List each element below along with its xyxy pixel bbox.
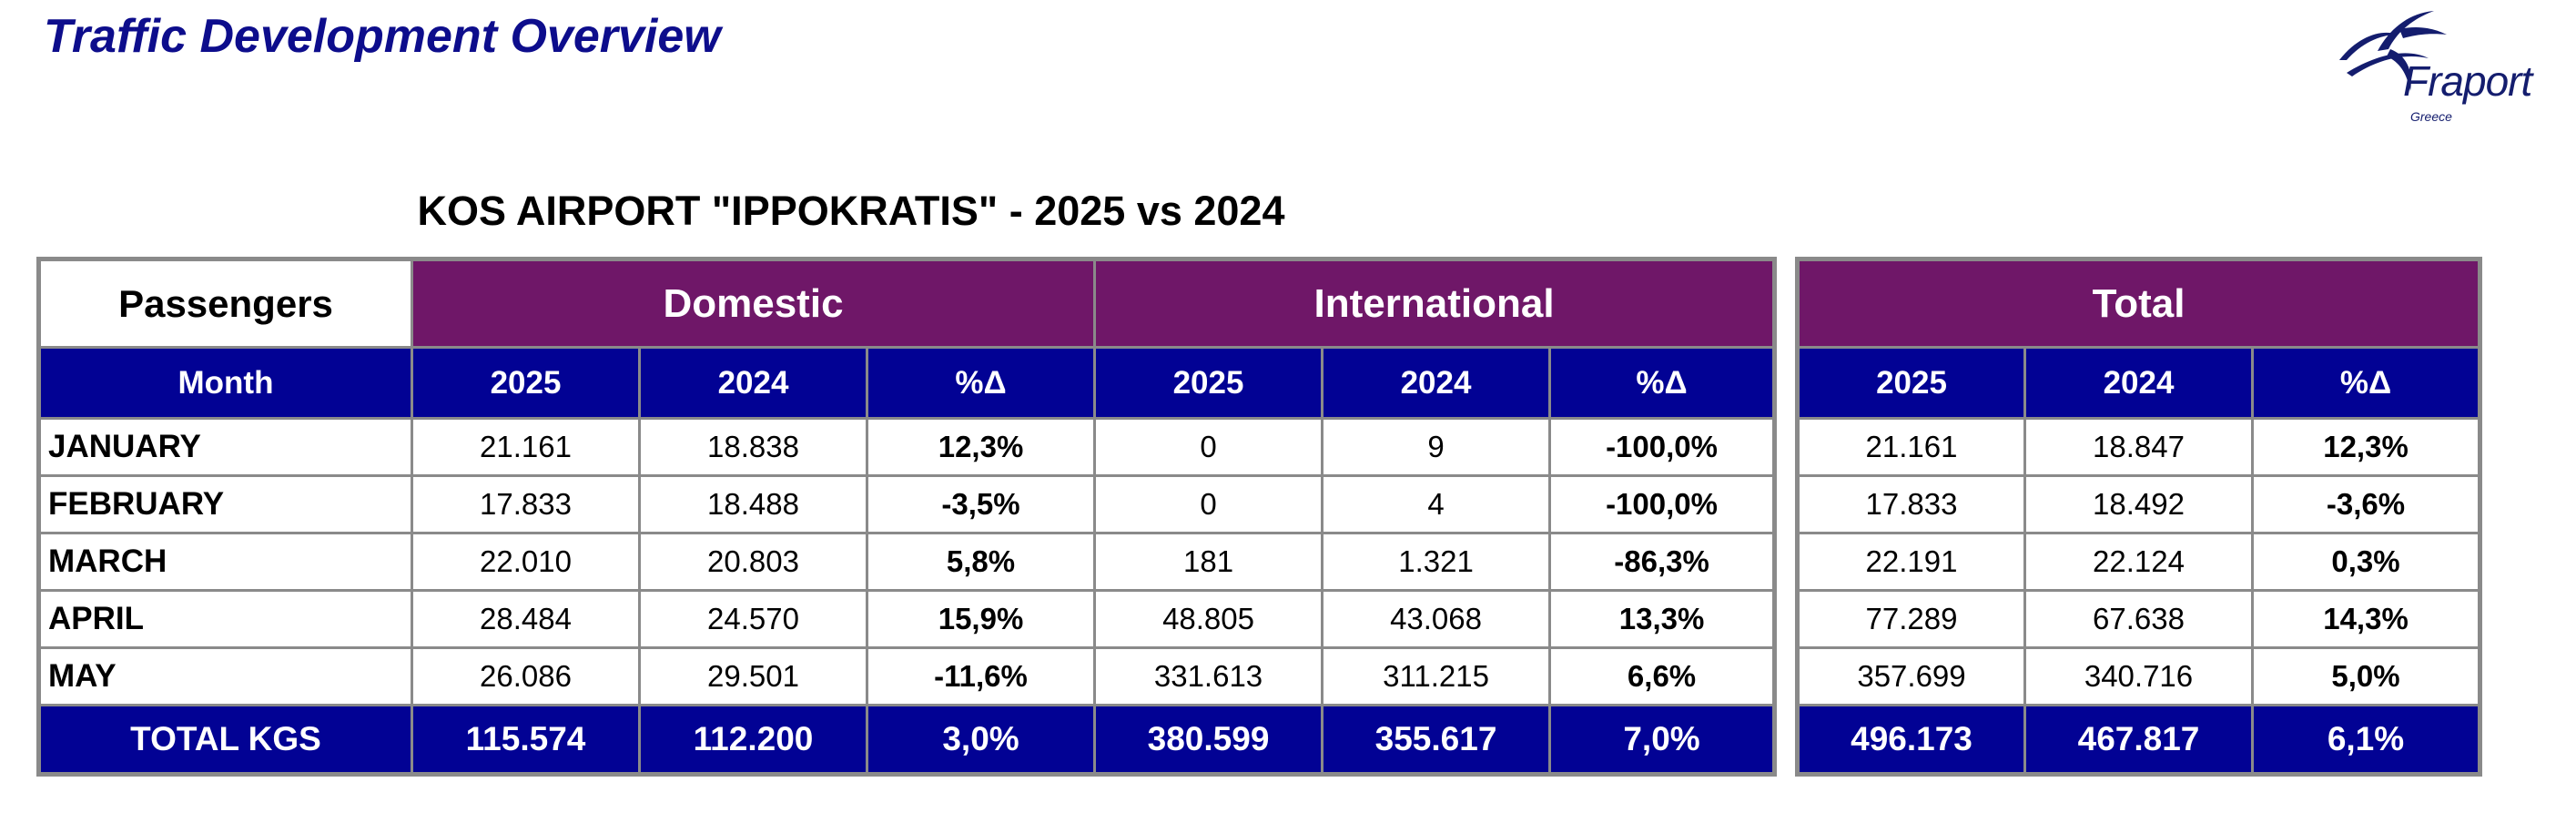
total-value-2024: 467.817 — [2023, 704, 2254, 776]
report-title: KOS AIRPORT "IPPOKRATIS" - 2025 vs 2024 — [417, 188, 1285, 234]
year-header-row: Month 2025 2024 %Δ 2025 2024 %Δ — [37, 346, 1777, 420]
value-2024: 18.838 — [638, 417, 868, 477]
value-2024: 43.068 — [1321, 589, 1552, 649]
page-heading: Traffic Development Overview — [44, 10, 721, 63]
value-2025: 21.161 — [411, 417, 641, 477]
value-2024: 340.716 — [2023, 646, 2254, 706]
pct-change: -3,5% — [865, 474, 1097, 534]
value-2025: 26.086 — [411, 646, 641, 706]
month-label: MARCH — [37, 532, 413, 592]
passengers-label: Passengers — [37, 258, 413, 349]
value-2024: 29.501 — [638, 646, 868, 706]
value-2025: 0 — [1093, 417, 1324, 477]
pct-change: -11,6% — [865, 646, 1097, 706]
pct-change: 5,8% — [865, 532, 1097, 592]
total-row: 496.173 467.817 6,1% — [1796, 704, 2482, 776]
value-2024: 18.492 — [2023, 474, 2254, 534]
value-2024: 18.847 — [2023, 417, 2254, 477]
pct-change: -100,0% — [1548, 417, 1777, 477]
total-value-2025: 380.599 — [1093, 704, 1324, 776]
value-2024: 4 — [1321, 474, 1552, 534]
group-header-row: Total — [1795, 258, 2482, 349]
logo-subtitle: Greece — [2410, 109, 2452, 124]
value-2025: 357.699 — [1796, 646, 2026, 706]
group-header-row: Passengers Domestic International — [37, 258, 1777, 349]
value-2024: 67.638 — [2023, 589, 2254, 649]
year-header: 2024 — [638, 346, 868, 420]
value-2024: 24.570 — [638, 589, 868, 649]
value-2024: 1.321 — [1321, 532, 1552, 592]
month-header: Month — [37, 346, 413, 420]
total-value-2025: 496.173 — [1796, 704, 2026, 776]
total-value-2025: 115.574 — [411, 704, 641, 776]
table-row: 22.191 22.124 0,3% — [1796, 532, 2482, 592]
pct-header: %Δ — [2250, 346, 2482, 420]
international-header: International — [1093, 258, 1777, 349]
total-pct-change: 3,0% — [865, 704, 1097, 776]
table-row: JANUARY 21.161 18.838 12,3% 0 9 -100,0% — [37, 417, 1777, 477]
value-2024: 22.124 — [2023, 532, 2254, 592]
total-value-2024: 355.617 — [1321, 704, 1552, 776]
year-header: 2024 — [2023, 346, 2254, 420]
value-2024: 311.215 — [1321, 646, 1552, 706]
total-table: Total 2025 2024 %Δ 21.161 18.847 12,3% 17.8… — [1795, 257, 2483, 777]
pct-change: 15,9% — [865, 589, 1097, 649]
table-row: APRIL 28.484 24.570 15,9% 48.805 43.068 13,3% — [37, 589, 1777, 649]
month-label: APRIL — [37, 589, 413, 649]
year-header: 2025 — [1796, 346, 2026, 420]
pct-change: 12,3% — [865, 417, 1097, 477]
month-label: MAY — [37, 646, 413, 706]
year-header-row: 2025 2024 %Δ — [1796, 346, 2482, 420]
year-header: 2025 — [1093, 346, 1324, 420]
fraport-swoosh-icon — [2339, 11, 2447, 91]
table-row: MARCH 22.010 20.803 5,8% 181 1.321 -86,3% — [37, 532, 1777, 592]
table-row: 21.161 18.847 12,3% — [1796, 417, 2482, 477]
pct-change: 14,3% — [2250, 589, 2482, 649]
table-row: 17.833 18.492 -3,6% — [1796, 474, 2482, 534]
value-2024: 9 — [1321, 417, 1552, 477]
value-2024: 18.488 — [638, 474, 868, 534]
logo-wordmark: Fraport — [2403, 57, 2532, 105]
pct-header: %Δ — [865, 346, 1097, 420]
total-label: TOTAL KGS — [37, 704, 413, 776]
value-2025: 181 — [1093, 532, 1324, 592]
pct-change: -86,3% — [1548, 532, 1777, 592]
table-row: MAY 26.086 29.501 -11,6% 331.613 311.215 6,6% — [37, 646, 1777, 706]
domestic-header: Domestic — [410, 258, 1097, 349]
total-pct-change: 6,1% — [2250, 704, 2482, 776]
table-row: FEBRUARY 17.833 18.488 -3,5% 0 4 -100,0% — [37, 474, 1777, 534]
value-2025: 22.191 — [1796, 532, 2026, 592]
pct-change: 5,0% — [2250, 646, 2482, 706]
value-2025: 77.289 — [1796, 589, 2026, 649]
passenger-table: Passengers Domestic International Month … — [36, 257, 1778, 777]
pct-change: 0,3% — [2250, 532, 2482, 592]
month-label: JANUARY — [37, 417, 413, 477]
value-2025: 331.613 — [1093, 646, 1324, 706]
value-2025: 17.833 — [411, 474, 641, 534]
pct-change: 12,3% — [2250, 417, 2482, 477]
value-2025: 21.161 — [1796, 417, 2026, 477]
year-header: 2024 — [1321, 346, 1552, 420]
total-value-2024: 112.200 — [638, 704, 868, 776]
pct-change: 13,3% — [1548, 589, 1777, 649]
table-row: 357.699 340.716 5,0% — [1796, 646, 2482, 706]
total-row: TOTAL KGS 115.574 112.200 3,0% 380.599 355.61… — [37, 704, 1777, 776]
pct-change: -100,0% — [1548, 474, 1777, 534]
value-2025: 22.010 — [411, 532, 641, 592]
value-2025: 17.833 — [1796, 474, 2026, 534]
fraport-logo: Fraport Greece — [2312, 7, 2558, 135]
pct-change: -3,6% — [2250, 474, 2482, 534]
year-header: 2025 — [411, 346, 641, 420]
value-2024: 20.803 — [638, 532, 868, 592]
month-label: FEBRUARY — [37, 474, 413, 534]
value-2025: 0 — [1093, 474, 1324, 534]
total-header: Total — [1795, 258, 2482, 349]
pct-change: 6,6% — [1548, 646, 1777, 706]
value-2025: 28.484 — [411, 589, 641, 649]
total-pct-change: 7,0% — [1548, 704, 1777, 776]
value-2025: 48.805 — [1093, 589, 1324, 649]
pct-header: %Δ — [1548, 346, 1777, 420]
table-row: 77.289 67.638 14,3% — [1796, 589, 2482, 649]
